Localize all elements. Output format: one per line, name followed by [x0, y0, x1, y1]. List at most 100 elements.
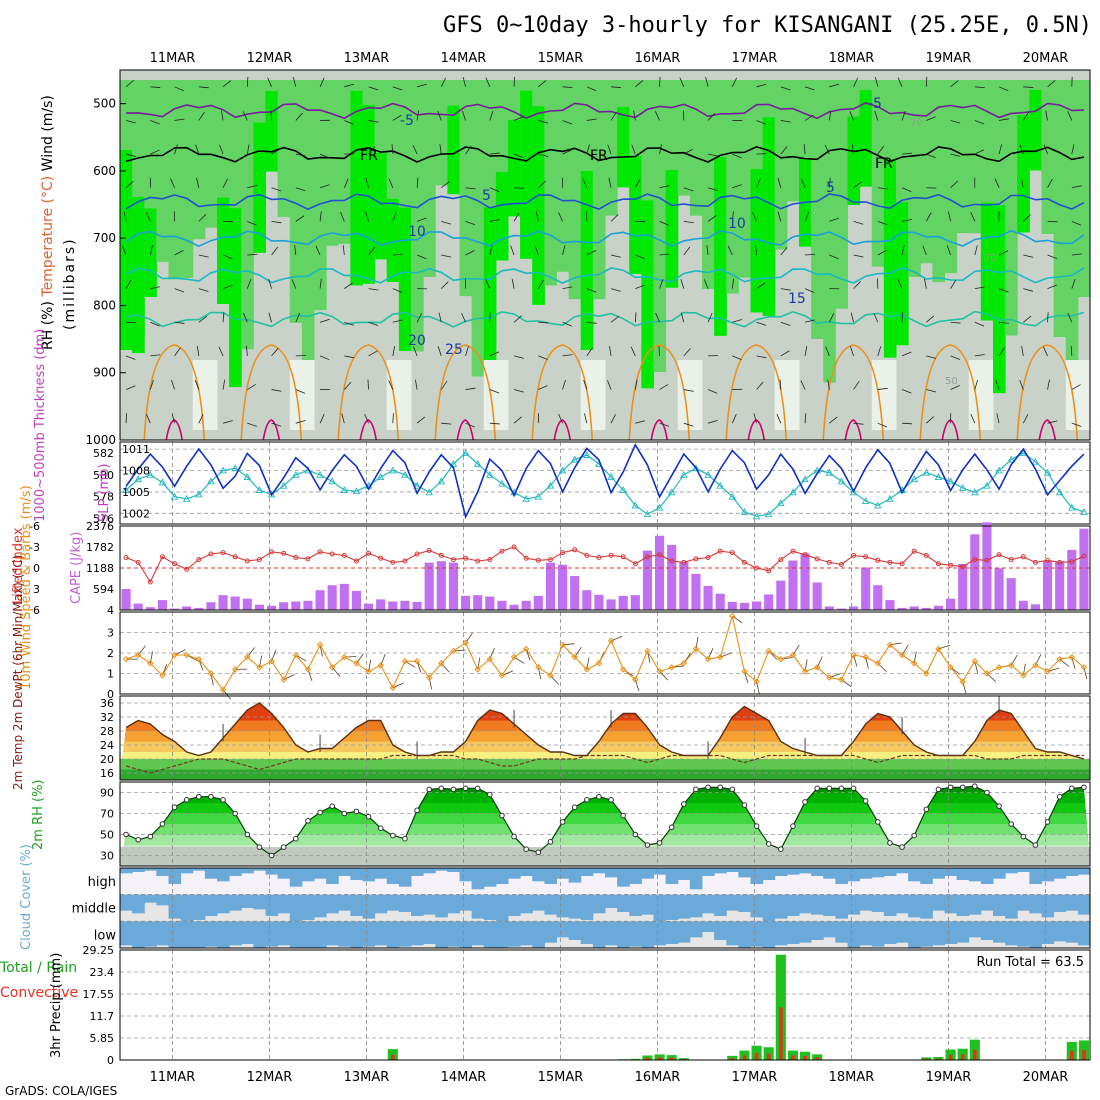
wind-speed-point: [777, 655, 785, 663]
upper-wind-barb: [901, 110, 906, 121]
upper-wind-barb: [510, 245, 515, 256]
lifted-index-point: [911, 548, 917, 554]
upper-wind-barb: [344, 355, 355, 359]
isotherm-30-contour: [262, 419, 281, 441]
cape-bar: [133, 603, 143, 610]
thickness-point: [389, 466, 397, 474]
upper-wind-barb: [974, 86, 985, 89]
wind-speed-point: [995, 664, 1003, 671]
upper-wind-barb: [1023, 214, 1031, 222]
li-tick-label: -3: [29, 541, 40, 554]
upper-wind-barb: [465, 187, 476, 190]
upper-wind-barb: [271, 348, 279, 357]
rh-band: [1017, 114, 1030, 233]
cloud-bar: [811, 868, 824, 876]
rh-point: [862, 798, 869, 804]
lifted-index-point: [1020, 554, 1026, 560]
thickness-point: [340, 486, 349, 494]
upper-wind-barb: [610, 111, 617, 121]
thickness-point: [243, 473, 252, 480]
thickness-point: [680, 470, 688, 478]
wind-speed-point: [498, 672, 506, 679]
cape-bar: [145, 607, 155, 610]
cloud-bar: [326, 921, 339, 946]
upper-wind-barb: [319, 77, 325, 87]
cloud-bar: [132, 894, 145, 914]
thickness-point: [874, 501, 882, 509]
cloud-bar: [920, 921, 933, 947]
rh-band: [338, 80, 351, 244]
upper-wind-barb: [538, 355, 548, 360]
cloud-bar: [180, 894, 194, 922]
upper-wind-barb: [150, 321, 160, 327]
upper-wind-barb: [974, 286, 985, 290]
cloud-bar: [714, 921, 727, 940]
upper-wind-barb: [582, 178, 588, 188]
rh-band: [653, 80, 667, 373]
pressure-tick-label: 800: [93, 298, 116, 312]
thickness-point: [704, 470, 712, 478]
rh-point: [414, 807, 420, 814]
temp-tick-label: 28: [100, 725, 114, 738]
upper-wind-barb: [1071, 144, 1075, 155]
cloud-bar: [265, 894, 279, 916]
cloud-bar: [217, 921, 230, 948]
upper-wind-barb: [170, 178, 175, 188]
upper-wind-barb: [465, 250, 475, 256]
lifted-index-point: [984, 557, 990, 563]
li-tick-label: 3: [33, 583, 40, 596]
pressure-tick-label: 700: [93, 231, 116, 245]
upper-wind-barb: [538, 120, 549, 124]
wind-speed-point: [219, 686, 227, 694]
rh-band: [495, 360, 509, 430]
thickness-point: [401, 470, 409, 478]
precip-conv-bar: [1082, 1050, 1086, 1060]
cloud-bar: [835, 868, 848, 884]
cloud-bar: [932, 894, 945, 911]
isotherm-label: -5: [868, 96, 882, 112]
upper-wind-barb: [125, 120, 136, 124]
cloud-bar: [253, 921, 266, 948]
precip-conv-bar: [936, 1058, 941, 1060]
wind-speed-point: [1080, 664, 1088, 671]
thickness-point: [473, 459, 482, 467]
upper-wind-barb: [607, 144, 612, 155]
isotherm-label: FR: [590, 148, 608, 164]
cloud-bar: [665, 894, 679, 920]
cloud-bar: [144, 921, 157, 947]
cloud-bar: [520, 868, 533, 876]
wind-speed-point: [413, 657, 421, 665]
wind-speed-point: [425, 674, 433, 681]
precip-tick-label: 5.85: [90, 1032, 115, 1045]
lifted-index-point: [463, 555, 469, 561]
upper-wind-barb: [752, 211, 757, 222]
rh-point: [196, 793, 202, 800]
upper-wind-barb: [271, 246, 279, 256]
cloud-bar: [556, 868, 570, 879]
upper-wind-barb: [295, 389, 306, 394]
precip-conv-bar: [778, 1007, 783, 1060]
upper-wind-barb: [126, 321, 137, 324]
rh-band: [726, 80, 739, 294]
upper-wind-barb: [416, 416, 426, 424]
upper-wind-barb: [268, 278, 272, 289]
rh-band: [883, 360, 897, 430]
upper-wind-barb: [780, 321, 791, 326]
upper-wind-barb: [851, 144, 854, 155]
upper-wind-barb: [756, 120, 766, 125]
thickness-point: [849, 488, 858, 496]
upper-wind-barb: [149, 245, 153, 256]
wind-speed-point: [947, 664, 954, 671]
upper-wind-barb: [925, 76, 928, 87]
rh-point: [753, 823, 760, 829]
upper-wind-barb: [538, 385, 548, 390]
upper-wind-barb: [461, 312, 466, 323]
cloud-bar: [253, 894, 266, 910]
rh-point: [571, 804, 578, 811]
thickness-point: [146, 470, 155, 478]
cape-bar: [836, 608, 846, 610]
upper-wind-barb: [271, 148, 281, 155]
cloud-bar: [689, 894, 703, 918]
isotherm-label: 20: [408, 333, 426, 349]
upper-wind-barb: [609, 345, 612, 356]
